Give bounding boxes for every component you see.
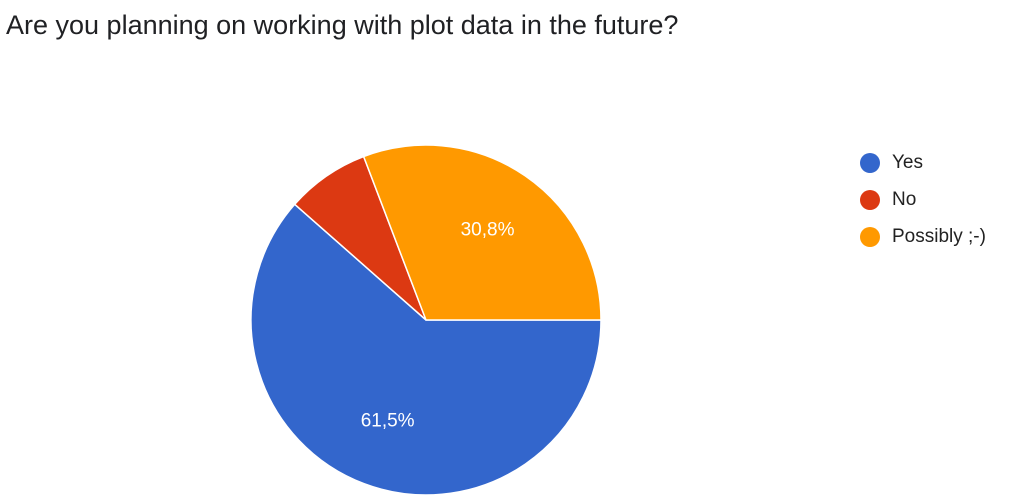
pie-slice-label-yes: 61,5% <box>361 411 415 432</box>
legend-item[interactable]: Yes <box>860 144 986 181</box>
legend-swatch <box>860 152 880 173</box>
chart-legend: Yes No Possibly ;-) <box>860 144 986 255</box>
chart-title: Are you planning on working with plot da… <box>6 10 679 40</box>
legend-label: Yes <box>892 151 923 173</box>
legend-label: No <box>892 188 917 210</box>
pie-slice-label-possibly: 30,8% <box>461 220 515 241</box>
legend-swatch <box>860 226 880 247</box>
legend-label: Possibly ;-) <box>892 225 986 247</box>
pie-slice-yes[interactable] <box>250 203 602 496</box>
legend-item[interactable]: No <box>860 181 986 218</box>
legend-swatch <box>860 189 880 210</box>
pie-slice-possibly[interactable] <box>362 144 602 321</box>
legend-item[interactable]: Possibly ;-) <box>860 218 986 255</box>
